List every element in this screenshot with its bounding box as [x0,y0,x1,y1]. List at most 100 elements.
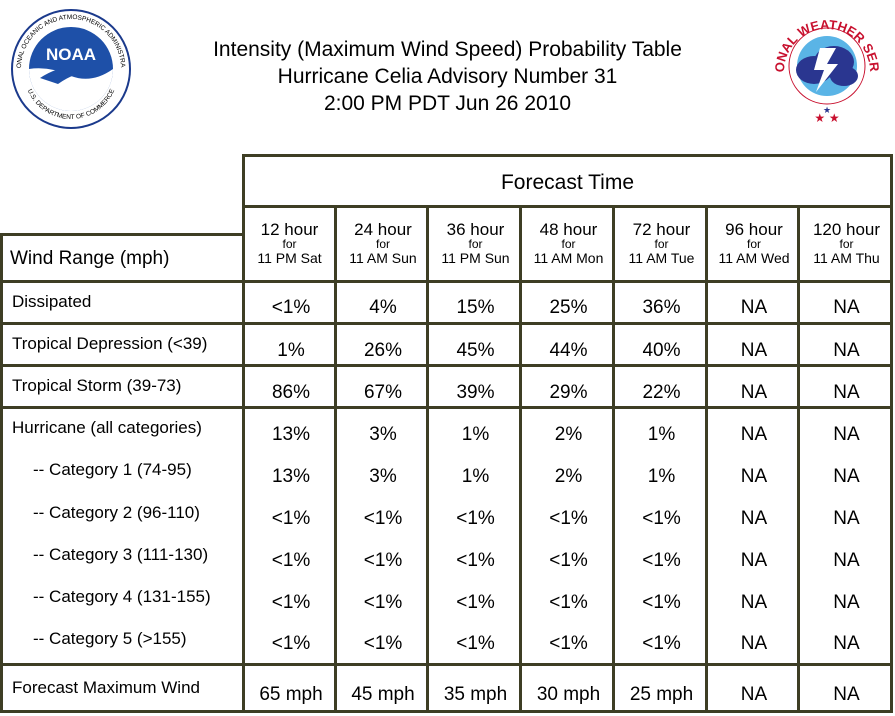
svg-text:★: ★ [823,106,831,116]
table-cell: NA [833,592,860,613]
column-divider [519,406,522,666]
column-divider [334,280,337,325]
table-cell: 65 mph [259,684,323,705]
table-cell: 1% [647,466,676,487]
title-line-1: Intensity (Maximum Wind Speed) Probabili… [213,38,682,61]
column-header: 36 hour for 11 PM Sun [426,205,522,280]
column-divider [797,364,800,409]
column-divider [612,364,615,409]
table-cell: 29% [549,382,588,403]
column-divider [519,280,522,325]
table-cell: NA [833,297,860,318]
table-cell: NA [740,508,768,529]
table-cell: <1% [363,550,403,571]
nws-logo: NATIONAL WEATHER SERVICE ★ ★ ★ [767,0,882,128]
title-line-2: Hurricane Celia Advisory Number 31 [277,65,618,88]
column-divider [426,663,429,713]
column-hour: 24 hour [354,220,412,239]
column-divider [426,280,429,325]
column-divider [705,280,708,325]
column-for: for [654,237,669,251]
column-divider [519,322,522,367]
table-cell: NA [740,297,768,318]
table-cell: 25% [549,297,588,318]
row-label: Forecast Maximum Wind [12,678,200,697]
column-divider [426,322,429,367]
table-cell: NA [740,633,768,654]
column-divider [519,364,522,409]
table-cell: <1% [549,508,588,529]
column-divider [242,663,245,713]
row-label: -- Category 1 (74-95) [33,460,192,479]
column-header: 72 hour for 11 AM Tue [612,205,708,280]
column-divider [797,322,800,367]
table-cell: <1% [549,633,588,654]
table-cell: 2% [554,424,583,445]
title-line-3: 2:00 PM PDT Jun 26 2010 [323,92,572,115]
column-header: 120 hour for 11 AM Thu [797,205,893,280]
column-time: 11 AM Sun [349,250,417,266]
table-cell: <1% [363,508,403,529]
forecast-time-header-box [242,154,893,208]
row-label: Dissipated [12,292,92,311]
column-divider [705,364,708,409]
table-cell: NA [833,340,860,361]
table-cell: <1% [642,508,681,529]
table-cell: 36% [642,297,681,318]
table-cell: <1% [642,550,681,571]
table-cell: <1% [642,592,681,613]
column-divider [797,406,800,666]
table-cell: NA [740,340,768,361]
column-header: 96 hour for 11 AM Wed [705,205,800,280]
table-cell: NA [833,466,860,487]
table-cell: 40% [642,340,681,361]
table-cell: NA [833,424,860,445]
table-cell: 67% [363,382,403,403]
table-cell: <1% [456,508,495,529]
wind-range-header: Wind Range (mph) [10,248,170,269]
table-cell: 1% [461,424,490,445]
row-label: Tropical Storm (39-73) [12,376,182,395]
table-cell: NA [833,684,860,705]
column-divider [612,663,615,713]
column-for: for [468,237,483,251]
table-cell: <1% [271,592,311,613]
row-label: Tropical Depression (<39) [12,334,208,353]
column-for: for [839,237,854,251]
table-cell: <1% [456,550,495,571]
table-cell: <1% [642,633,681,654]
row-label: -- Category 5 (>155) [33,629,187,648]
column-divider [242,280,245,325]
column-header: 48 hour for 11 AM Mon [519,205,615,280]
table-cell: 44% [549,340,588,361]
column-time: 11 AM Tue [628,250,695,266]
column-divider [334,406,337,666]
table-cell: 1% [647,424,676,445]
column-divider [242,322,245,367]
table-cell: 35 mph [443,684,508,705]
table-cell: <1% [363,592,403,613]
table-cell: 26% [363,340,403,361]
noaa-logo: NOAA NATIONAL OCEANIC AND ATMOSPHERIC AD… [7,3,132,130]
table-cell: NA [740,382,768,403]
table-cell: NA [833,508,860,529]
column-header: 24 hour for 11 AM Sun [334,205,429,280]
row-group [0,663,893,713]
table-cell: NA [740,550,768,571]
table-cell: 25 mph [629,684,694,705]
column-divider [797,280,800,325]
column-divider [705,406,708,666]
column-hour: 120 hour [812,220,881,239]
column-divider [426,406,429,666]
table-cell: 4% [369,297,397,318]
table-cell: NA [833,550,860,571]
column-for: for [375,237,390,251]
table-cell: 1% [277,340,305,361]
table-cell: 1% [461,466,490,487]
table-cell: <1% [363,633,403,654]
column-divider [242,364,245,409]
table-cell: NA [833,633,860,654]
table-cell: 22% [642,382,681,403]
column-hour: 12 hour [260,220,319,239]
table-cell: 2% [554,466,583,487]
